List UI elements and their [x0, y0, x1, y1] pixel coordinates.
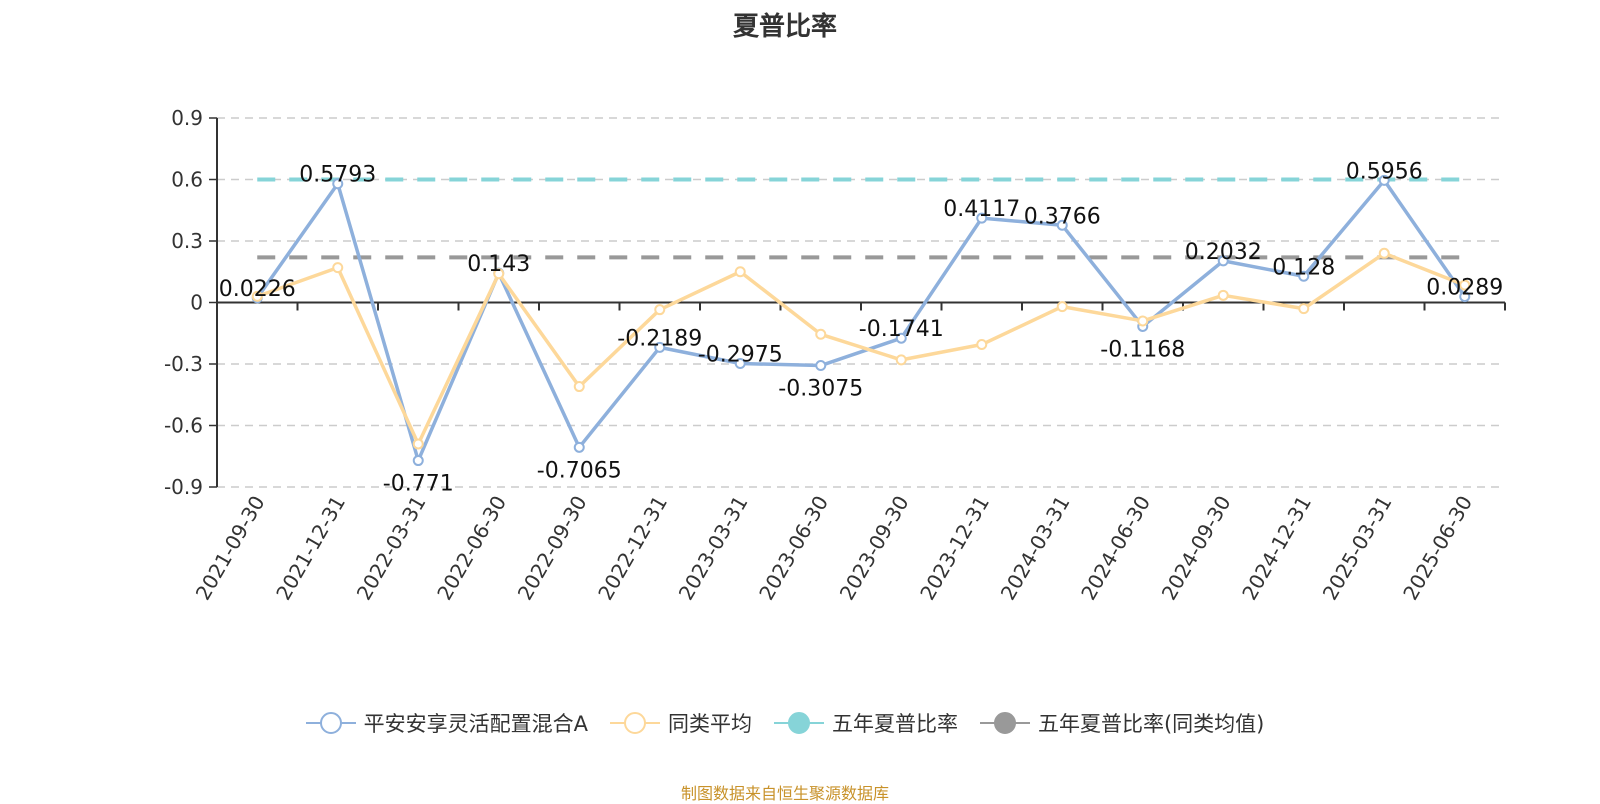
peer-average-point[interactable]: [976, 339, 988, 351]
data-label: -0.771: [383, 472, 454, 497]
fund-point[interactable]: [1378, 174, 1390, 186]
fund-point[interactable]: [412, 455, 424, 467]
legend-hollow-circle-icon: [609, 712, 660, 734]
fund-point[interactable]: [1298, 270, 1310, 282]
peer-average-point[interactable]: [493, 268, 505, 280]
peer-average-point[interactable]: [734, 266, 746, 278]
fund-point[interactable]: [1459, 291, 1471, 303]
peer-average-point[interactable]: [1298, 303, 1310, 315]
y-tick-label: 0.6: [171, 168, 203, 192]
x-tick-label: 2021-12-31: [271, 492, 350, 605]
fund-point[interactable]: [332, 178, 344, 190]
legend-label: 同类平均: [667, 712, 752, 736]
legend-filled-circle-icon: [979, 712, 1030, 734]
x-tick-label: 2024-06-30: [1076, 492, 1155, 605]
data-label: 0.4117: [943, 197, 1020, 222]
x-tick-label: 2021-09-30: [191, 492, 270, 605]
y-tick-label: 0: [190, 291, 203, 315]
data-label: 0.5793: [299, 163, 376, 188]
legend-item-0[interactable]: 平安安享灵活配置混合A: [305, 708, 588, 738]
legend-label: 平安安享灵活配置混合A: [363, 712, 588, 736]
chart-legend: 平安安享灵活配置混合A 同类平均 五年夏普比率 五年夏普比率(同类均值): [0, 708, 1570, 738]
x-tick-label: 2025-03-31: [1318, 492, 1397, 605]
chart-title: 夏普比率: [732, 12, 837, 42]
x-tick-label: 2024-09-30: [1157, 492, 1236, 605]
data-source-note: 制图数据来自恒生聚源数据库: [680, 784, 889, 803]
peer-average-point[interactable]: [1056, 301, 1068, 313]
x-tick-label: 2024-03-31: [996, 492, 1075, 605]
legend-item-2[interactable]: 五年夏普比率: [773, 708, 958, 738]
peer-average-line: [256, 251, 1466, 446]
peer-average-point[interactable]: [815, 328, 827, 340]
data-label: 0.5956: [1346, 159, 1423, 184]
legend-label: 五年夏普比率(同类均值): [1037, 712, 1265, 736]
fund-point[interactable]: [815, 360, 827, 372]
data-label: -0.7065: [537, 458, 622, 483]
x-tick-label: 2022-06-30: [432, 492, 511, 605]
peer-average-point[interactable]: [895, 354, 907, 366]
fund-point[interactable]: [654, 341, 666, 353]
fund-point[interactable]: [573, 441, 585, 453]
legend-item-3[interactable]: 五年夏普比率(同类均值): [979, 708, 1265, 738]
data-label: -0.3075: [778, 377, 863, 402]
peer-average-point[interactable]: [332, 262, 344, 274]
data-label: 0.2032: [1185, 240, 1262, 265]
x-tick-label: 2022-09-30: [513, 492, 592, 605]
legend-item-1[interactable]: 同类平均: [609, 708, 752, 738]
data-label: -0.1168: [1100, 337, 1185, 362]
peer-average-point[interactable]: [1137, 315, 1149, 327]
legend-hollow-circle-icon: [305, 712, 356, 734]
fund-point[interactable]: [895, 332, 907, 344]
fund-point[interactable]: [1056, 219, 1068, 231]
x-tick-label: 2023-09-30: [835, 492, 914, 605]
x-tick-label: 2023-03-31: [674, 492, 753, 605]
x-tick-label: 2022-12-31: [593, 492, 672, 605]
legend-filled-circle-icon: [773, 712, 824, 734]
x-tick-label: 2023-12-31: [915, 492, 994, 605]
y-tick-label: -0.9: [164, 475, 203, 499]
data-label: -0.2189: [617, 326, 702, 351]
data-label: 0.128: [1272, 255, 1335, 280]
data-label: 0.0226: [219, 277, 296, 302]
fund-line: [255, 178, 1467, 463]
y-tick-label: 0.3: [171, 229, 203, 253]
peer-average-point[interactable]: [1217, 289, 1229, 301]
data-label: -0.1741: [859, 317, 944, 342]
data-label: 0.143: [467, 252, 530, 277]
peer-average-point[interactable]: [1378, 247, 1390, 259]
peer-average-point[interactable]: [412, 438, 424, 450]
peer-average-point[interactable]: [573, 381, 585, 393]
fund-point[interactable]: [1217, 255, 1229, 267]
legend-label: 五年夏普比率: [831, 712, 958, 736]
x-tick-label: 2024-12-31: [1237, 492, 1316, 605]
data-label: 0.3766: [1024, 204, 1101, 229]
peer-average-point[interactable]: [1459, 279, 1471, 291]
y-tick-label: -0.6: [164, 414, 203, 438]
data-label: 0.0289: [1426, 276, 1503, 301]
x-tick-label: 2022-03-31: [352, 492, 431, 605]
y-tick-label: 0.9: [171, 106, 203, 130]
y-tick-label: -0.3: [164, 352, 203, 376]
data-label: -0.2975: [698, 342, 783, 367]
x-tick-label: 2023-06-30: [754, 492, 833, 605]
peer-average-point[interactable]: [654, 304, 666, 316]
fund-point[interactable]: [734, 357, 746, 369]
x-tick-label: 2025-06-30: [1398, 492, 1477, 605]
fund-point[interactable]: [976, 212, 988, 224]
peer-average-point[interactable]: [251, 290, 263, 302]
